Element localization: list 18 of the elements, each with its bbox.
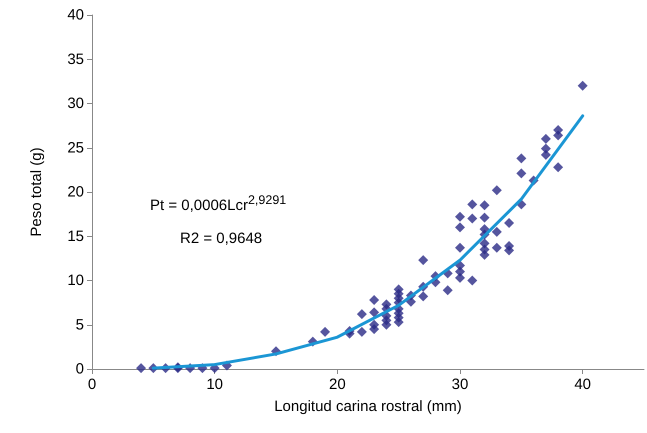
x-tick-label: 0 xyxy=(88,376,96,393)
y-tick-label: 25 xyxy=(67,139,84,156)
y-tick-label: 10 xyxy=(67,272,84,289)
x-tick-label: 30 xyxy=(452,376,468,393)
annotation: R2 = 0,9648 xyxy=(180,230,262,247)
y-tick-label: 35 xyxy=(67,50,84,68)
y-tick-label: 15 xyxy=(67,228,84,245)
annotation: Pt = 0,0006Lcr$^{2,9291}$ xyxy=(150,193,286,214)
y-tick-label: 20 xyxy=(67,184,84,200)
x-tick-label: 10 xyxy=(206,376,224,393)
x-tick-label: 20 xyxy=(328,376,346,393)
x-tick-label: 40 xyxy=(574,376,592,393)
y-tick-label: 40 xyxy=(67,6,84,24)
y-tick-label: 5 xyxy=(76,316,84,334)
y-axis-title: Peso total (g) xyxy=(28,147,45,237)
y-tick-label: 0 xyxy=(76,360,84,378)
x-axis-title: Longitud carina rostral (mm) xyxy=(274,398,462,415)
y-tick-label: 30 xyxy=(67,95,84,112)
